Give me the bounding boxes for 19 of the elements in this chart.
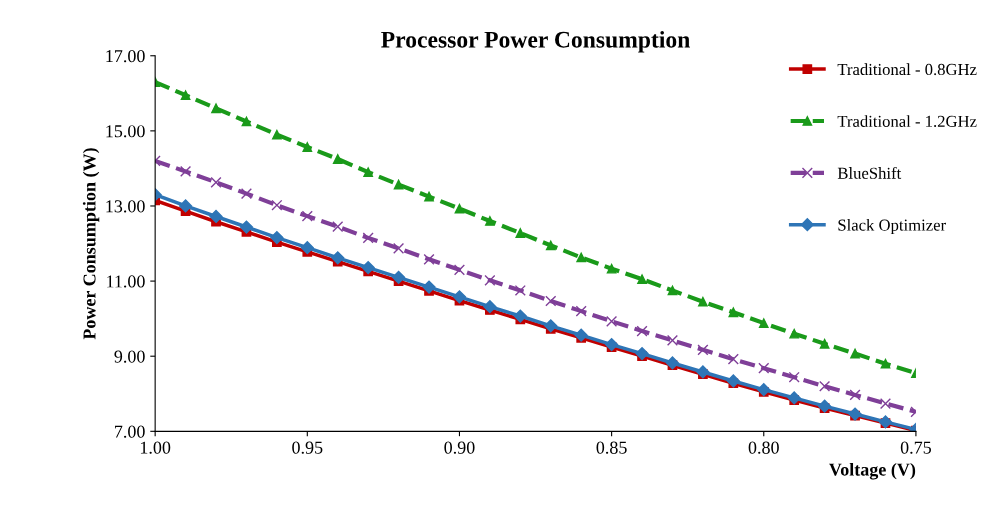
y-tick-label: 11.00 xyxy=(107,275,145,288)
legend-label: Traditional - 1.2GHz xyxy=(837,115,977,128)
x-axis-title: Voltage (V) xyxy=(829,462,916,480)
y-tick-label: 9.00 xyxy=(114,350,145,363)
x-tick-label: 0.75 xyxy=(900,441,932,454)
x-tick-label: 0.90 xyxy=(444,441,475,454)
chart-title: Processor Power Consumption xyxy=(381,31,690,53)
y-tick-label: 13.00 xyxy=(106,200,145,213)
y-tick-label: 17.00 xyxy=(106,50,145,63)
x-tick-label: 0.95 xyxy=(292,441,323,454)
legend-label: BlueShift xyxy=(837,166,902,179)
y-axis-title: Power Consumption (W) xyxy=(82,148,100,340)
x-tick-label: 0.80 xyxy=(748,441,779,454)
legend-label: Traditional - 0.8GHz xyxy=(837,63,977,76)
legend-label: Slack Optimizer xyxy=(838,218,946,235)
y-tick-label: 15.00 xyxy=(106,125,145,138)
x-tick-label: 1.00 xyxy=(140,441,171,454)
x-tick-label: 0.85 xyxy=(596,441,627,454)
y-tick-label: 7.00 xyxy=(115,425,145,438)
